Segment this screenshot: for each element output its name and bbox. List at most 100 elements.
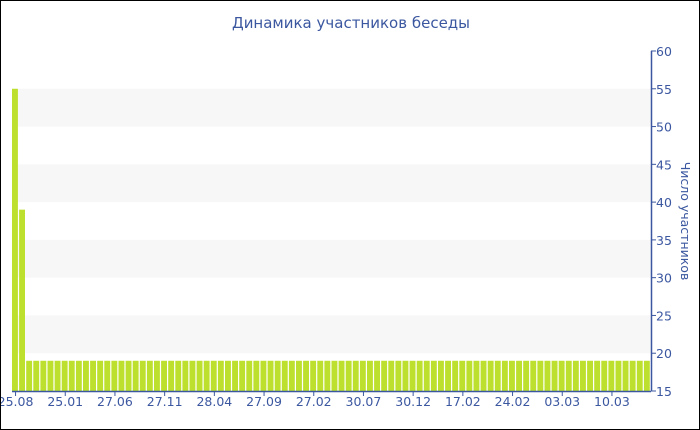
- x-tick-label: 25.01: [47, 394, 83, 409]
- bar: [281, 360, 288, 391]
- bar: [146, 360, 153, 391]
- bar: [615, 360, 622, 391]
- bar: [125, 360, 132, 391]
- bar: [40, 360, 47, 391]
- bar: [324, 360, 331, 391]
- bar: [47, 360, 54, 391]
- bar: [217, 360, 224, 391]
- y-tick-label: 60: [656, 44, 672, 59]
- bar: [274, 360, 281, 391]
- bar: [636, 360, 643, 391]
- chart-title: Динамика участников беседы: [231, 14, 471, 32]
- bar: [296, 360, 302, 391]
- bar: [359, 360, 366, 391]
- bar: [154, 360, 160, 391]
- bar: [487, 360, 494, 391]
- bar: [409, 360, 416, 391]
- bar: [423, 360, 430, 391]
- bar: [473, 360, 480, 391]
- bar: [111, 360, 118, 391]
- bar: [338, 360, 345, 391]
- y-tick-label: 55: [656, 82, 672, 97]
- bar: [608, 360, 615, 391]
- x-tick-label: 27.06: [97, 394, 133, 409]
- bar: [246, 360, 253, 391]
- bar: [438, 360, 444, 391]
- bar: [516, 360, 522, 391]
- x-tick-label: 27.11: [147, 394, 183, 409]
- bar: [537, 360, 544, 391]
- bar: [303, 360, 309, 391]
- bars: [12, 88, 650, 392]
- grid-band: [12, 164, 651, 203]
- bar: [459, 360, 466, 391]
- bar: [331, 360, 338, 391]
- bar: [54, 360, 61, 391]
- bar: [544, 360, 551, 391]
- bar: [61, 360, 68, 391]
- bar: [260, 360, 267, 391]
- bar: [68, 360, 75, 391]
- bar: [225, 360, 231, 391]
- y-tick-label: 45: [656, 157, 672, 172]
- bar: [132, 360, 139, 391]
- bar: [182, 360, 189, 391]
- bar: [594, 360, 601, 391]
- bar: [139, 360, 146, 391]
- bar: [118, 360, 125, 391]
- bar: [232, 360, 238, 391]
- bar: [601, 360, 608, 391]
- bar: [629, 360, 636, 391]
- bar: [83, 360, 89, 391]
- x-tick-label: 30.07: [346, 394, 382, 409]
- bar: [210, 360, 217, 391]
- x-tick-label: 24.02: [495, 394, 531, 409]
- y-axis-label: Число участников: [678, 162, 693, 281]
- bar: [580, 360, 586, 391]
- x-tick-label: 25.08: [1, 394, 33, 409]
- bar: [452, 360, 459, 391]
- y-tick-label: 30: [656, 271, 672, 286]
- y-tick-label: 20: [656, 346, 672, 361]
- bar: [494, 360, 501, 391]
- x-tick-label: 27.09: [246, 394, 282, 409]
- bar: [430, 360, 437, 391]
- bar: [33, 360, 40, 391]
- bar: [267, 360, 274, 391]
- grid-band: [12, 88, 651, 127]
- bar: [587, 360, 593, 391]
- x-tick-label: 03.03: [544, 394, 580, 409]
- bar: [530, 360, 537, 391]
- bar: [97, 360, 104, 391]
- bar: [189, 360, 196, 391]
- y-tick-label: 35: [656, 233, 672, 248]
- y-tick-label: 25: [656, 308, 672, 323]
- bar: [310, 360, 317, 391]
- bar: [12, 88, 18, 392]
- bar: [643, 360, 650, 391]
- bar: [402, 360, 409, 391]
- bar: [565, 360, 572, 391]
- y-tick-label: 50: [656, 120, 672, 135]
- bar: [501, 360, 508, 391]
- bar: [416, 360, 423, 391]
- grid-bands: [12, 88, 651, 354]
- bar: [395, 360, 402, 391]
- x-tick-label: 30.12: [395, 394, 431, 409]
- bar: [345, 360, 352, 391]
- bar: [317, 360, 324, 391]
- bar: [196, 360, 203, 391]
- bar: [388, 360, 395, 391]
- y-tick-label: 40: [656, 195, 672, 210]
- bar: [445, 360, 451, 391]
- bar: [75, 360, 82, 391]
- bar: [523, 360, 530, 391]
- bar: [466, 360, 473, 391]
- bar: [509, 360, 515, 391]
- bar: [381, 360, 388, 391]
- bar: [175, 360, 182, 391]
- bar: [374, 360, 380, 391]
- y-tick-label: 15: [656, 384, 672, 399]
